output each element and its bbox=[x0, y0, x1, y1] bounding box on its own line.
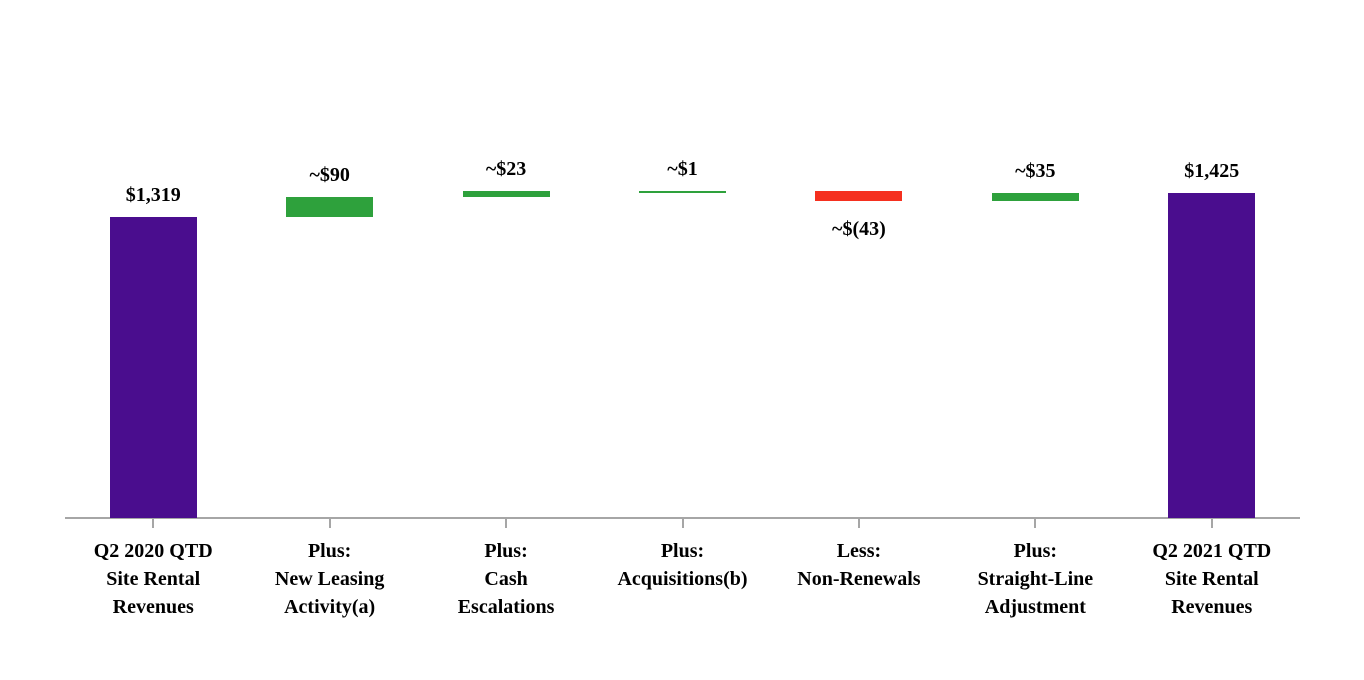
category-label-line: Activity(a) bbox=[284, 596, 376, 618]
waterfall-bar-acquisitions bbox=[639, 191, 726, 194]
axis-tick bbox=[857, 519, 860, 528]
waterfall-bar-q2-2020-qtd-site-rental-revenues bbox=[109, 217, 197, 518]
category-label-q2-2020-qtd-site-rental-revenues: Q2 2020 QTD Site Rental Revenues bbox=[63, 537, 243, 621]
x-axis-line bbox=[65, 517, 1300, 519]
category-label-line: Straight-Line bbox=[977, 568, 1094, 590]
category-label-line: Site Rental bbox=[1164, 568, 1259, 590]
category-label-line: Plus: bbox=[307, 540, 352, 562]
axis-tick bbox=[1034, 519, 1037, 528]
category-label-line: New Leasing bbox=[274, 568, 385, 590]
category-label-non-renewals: Less: Non-Renewals bbox=[769, 537, 949, 593]
category-label-line: Plus: bbox=[1013, 540, 1058, 562]
category-label-line: Adjustment bbox=[984, 596, 1086, 618]
value-label-straight-line-adjustment: ~$35 bbox=[1015, 160, 1056, 182]
category-label-acquisitions: Plus: Acquisitions(b) bbox=[593, 537, 773, 593]
category-label-line: Site Rental bbox=[106, 568, 201, 590]
category-label-new-leasing-activity: Plus: New Leasing Activity(a) bbox=[240, 537, 420, 621]
value-label-q2-2021-qtd-site-rental-revenues: $1,425 bbox=[1184, 160, 1240, 182]
axis-tick bbox=[505, 519, 508, 528]
category-label-line: Q2 2020 QTD bbox=[93, 540, 213, 562]
category-label-line: Cash bbox=[484, 568, 528, 590]
waterfall-bar-q2-2021-qtd-site-rental-revenues bbox=[1168, 193, 1256, 518]
category-label-line: Escalations bbox=[457, 596, 555, 618]
value-label-non-renewals: ~$(43) bbox=[832, 217, 886, 240]
category-label-line: Plus: bbox=[484, 540, 528, 562]
value-label-acquisitions: ~$1 bbox=[667, 158, 698, 181]
category-label-line: Revenues bbox=[112, 596, 194, 618]
axis-tick bbox=[681, 519, 684, 528]
category-label-straight-line-adjustment: Plus: Straight-Line Adjustment bbox=[945, 537, 1125, 621]
category-label-cash-escalations: Plus: Cash Escalations bbox=[416, 537, 596, 621]
value-label-cash-escalations: ~$23 bbox=[485, 158, 527, 181]
category-label-line: Less: bbox=[836, 540, 882, 562]
waterfall-bar-non-renewals bbox=[815, 191, 903, 201]
category-label-line: Plus: bbox=[660, 540, 705, 562]
category-label-line: Q2 2021 QTD bbox=[1152, 540, 1272, 562]
category-label-q2-2021-qtd-site-rental-revenues: Q2 2021 QTD Site Rental Revenues bbox=[1122, 537, 1302, 621]
value-label-q2-2020-qtd-site-rental-revenues: $1,319 bbox=[125, 184, 181, 207]
axis-tick bbox=[1210, 519, 1213, 528]
axis-tick bbox=[328, 519, 331, 528]
waterfall-bar-cash-escalations bbox=[462, 191, 550, 197]
axis-tick bbox=[152, 519, 155, 528]
category-label-line: Acquisitions(b) bbox=[617, 568, 748, 590]
waterfall-bar-straight-line-adjustment bbox=[991, 193, 1079, 201]
category-label-line: Non-Renewals bbox=[797, 568, 921, 590]
category-label-line: Revenues bbox=[1171, 596, 1253, 618]
value-label-new-leasing-activity: ~$90 bbox=[309, 163, 350, 186]
waterfall-bar-new-leasing-activity bbox=[286, 196, 374, 218]
